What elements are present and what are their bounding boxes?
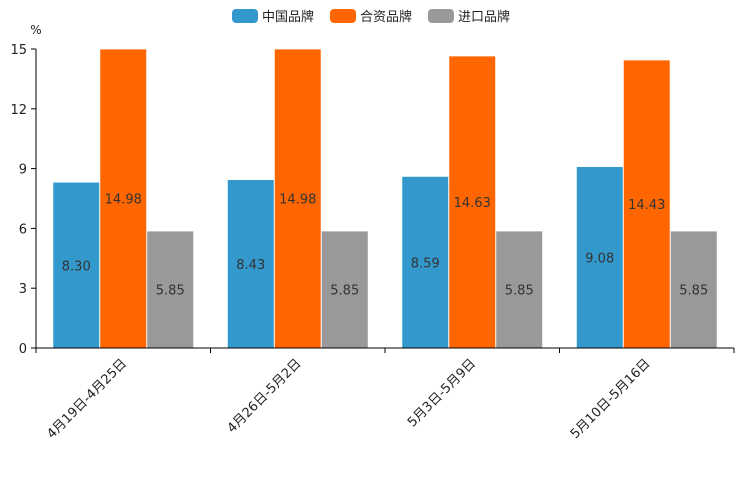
x-tick-label: 4月19日-4月25日: [44, 356, 130, 442]
data-label: 5.85: [505, 284, 534, 299]
y-tick-label: 15: [10, 43, 27, 58]
x-tick-label: 5月3日-5月9日: [405, 356, 479, 430]
x-axis: 4月19日-4月25日 4月26日-5月2日 5月3日-5月9日 5月10日-5月16…: [35, 347, 735, 442]
bar: [449, 56, 496, 348]
bars: 8.30 14.98 5.85 8.43 14.98 5.85 8.59 14.63 5.85 9…: [53, 49, 717, 348]
y-tick-label: 3: [19, 282, 27, 297]
x-tick-label: 5月10日-5月16日: [568, 356, 654, 442]
data-label: 8.30: [62, 259, 91, 274]
bar: [100, 49, 147, 348]
data-label: 5.85: [330, 284, 359, 299]
bar: [402, 176, 449, 348]
legend-swatch: [232, 9, 258, 23]
y-tick-label: 0: [19, 342, 27, 357]
bar: [53, 182, 100, 348]
legend-swatch: [330, 9, 356, 23]
data-label: 8.59: [411, 256, 440, 271]
bar: [227, 179, 274, 348]
y-tick-label: 9: [19, 163, 27, 178]
data-label: 14.98: [105, 193, 142, 208]
bar: [321, 231, 368, 348]
bar: [147, 231, 194, 348]
data-label: 9.08: [585, 252, 614, 267]
legend: 中国品牌 合资品牌 进口品牌: [232, 9, 510, 25]
y-axis: 0 3 6 9 12 15: [10, 43, 37, 357]
data-label: 14.98: [279, 193, 316, 208]
bar: [576, 167, 623, 348]
bar: [670, 231, 717, 348]
y-tick-label: 12: [10, 103, 27, 118]
bar: [496, 231, 543, 348]
bar: [623, 60, 670, 348]
y-axis-unit-label: %: [30, 23, 41, 37]
data-label: 5.85: [156, 284, 185, 299]
data-label: 5.85: [679, 284, 708, 299]
data-label: 8.43: [236, 258, 265, 273]
y-tick-label: 6: [19, 222, 27, 237]
data-label: 14.63: [454, 196, 491, 211]
x-tick-label: 4月26日-5月2日: [225, 356, 305, 436]
legend-label: 中国品牌: [262, 9, 314, 25]
legend-label: 合资品牌: [360, 9, 412, 25]
legend-label: 进口品牌: [458, 9, 510, 25]
data-label: 14.43: [628, 198, 665, 213]
legend-swatch: [428, 9, 454, 23]
bar: [274, 49, 321, 348]
